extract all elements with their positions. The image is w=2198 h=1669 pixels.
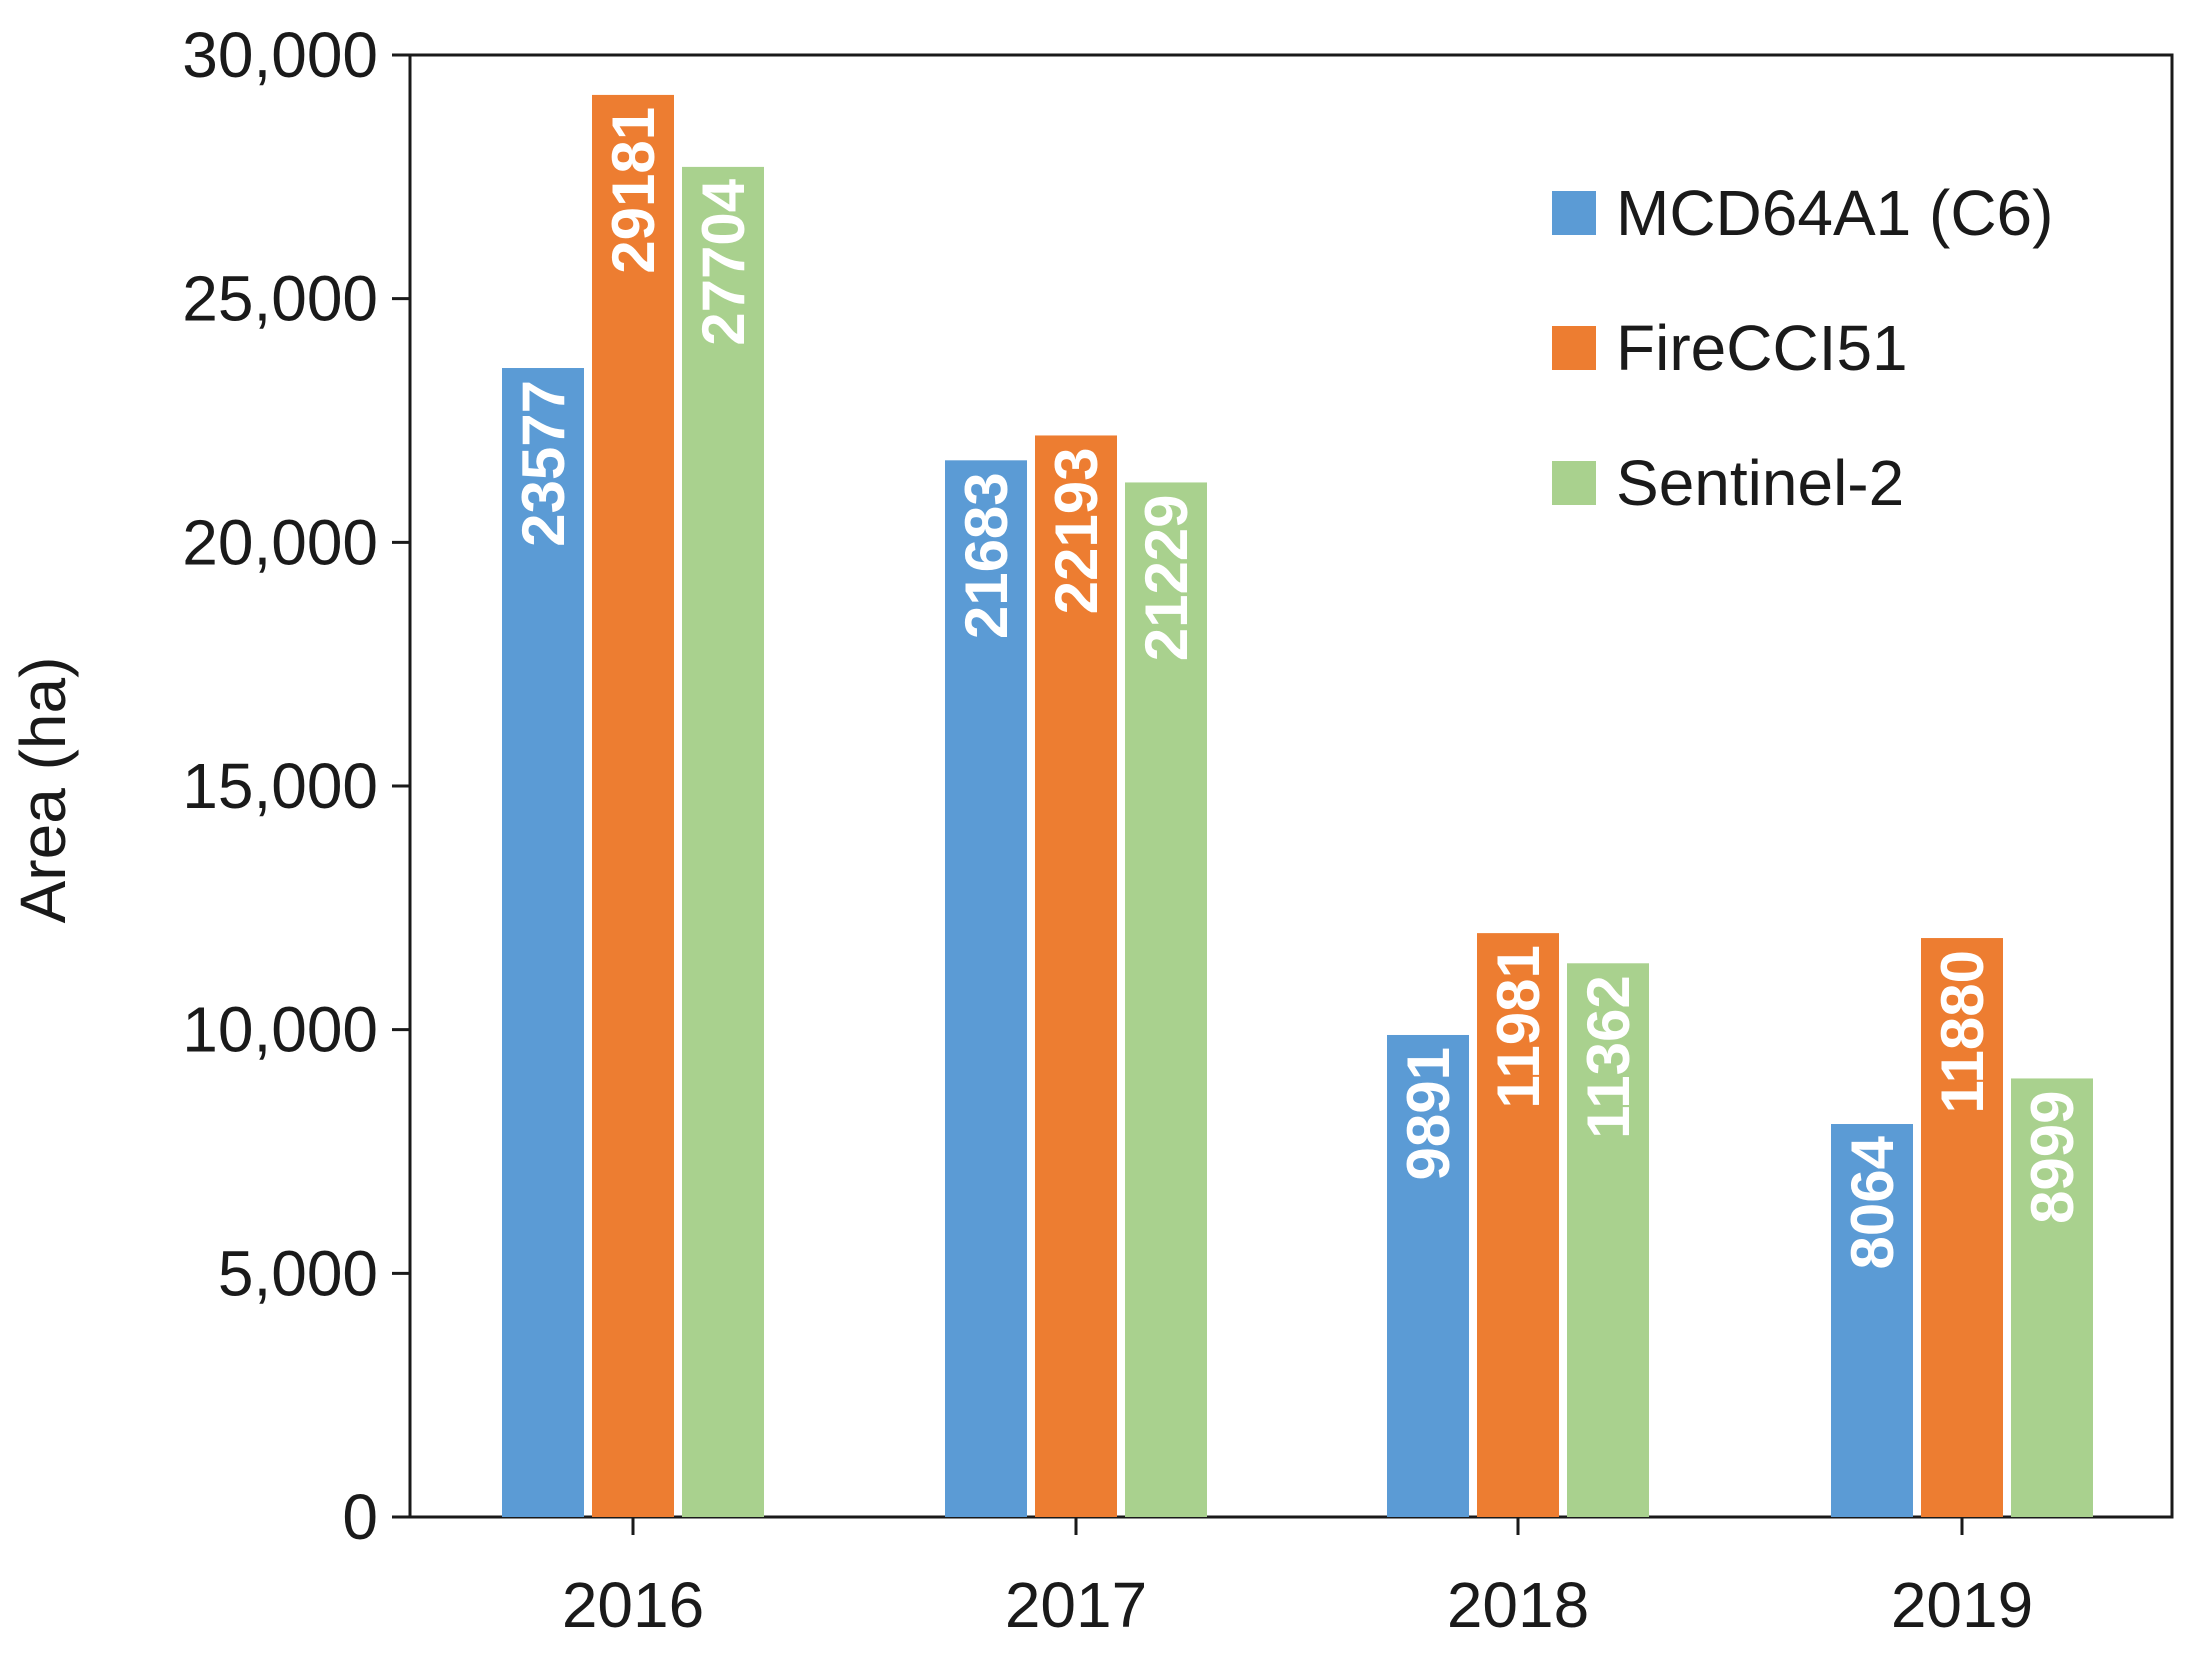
bar-2018-sentinel-2 [1567, 963, 1649, 1517]
x-tick-label: 2019 [1891, 1569, 2033, 1641]
bar-value-label: 22193 [1043, 447, 1110, 614]
bar-2016-mcd64a1-c6 [502, 368, 584, 1518]
x-tick-label: 2016 [562, 1569, 704, 1641]
bar-value-label: 11880 [1929, 950, 1996, 1114]
bar-value-label: 11981 [1485, 945, 1552, 1109]
y-tick-label: 5,000 [218, 1237, 378, 1309]
y-tick-label: 25,000 [182, 263, 378, 335]
y-tick-label: 10,000 [182, 994, 378, 1066]
bar-value-label: 8999 [2019, 1090, 2086, 1223]
y-tick-label: 15,000 [182, 750, 378, 822]
legend-label: MCD64A1 (C6) [1616, 177, 2053, 249]
bar-2017-sentinel-2 [1125, 482, 1207, 1517]
y-tick-label: 20,000 [182, 506, 378, 578]
bar-2019-sentinel-2 [2011, 1078, 2093, 1517]
legend: MCD64A1 (C6) FireCCI51 Sentinel-2 [1552, 177, 2053, 519]
legend-swatch [1552, 191, 1596, 235]
y-axis: 0 5,000 10,000 15,000 20,000 25,000 30,000 [182, 19, 410, 1553]
y-tick-label: 30,000 [182, 19, 378, 91]
legend-label: FireCCI51 [1616, 312, 1908, 384]
bar-value-label: 29181 [600, 107, 667, 274]
legend-swatch [1552, 461, 1596, 505]
bar-2016-firecci51 [592, 94, 674, 1517]
bar-value-label: 21683 [953, 472, 1020, 639]
bar-value-label: 8064 [1839, 1135, 1906, 1269]
bar-value-label: 11362 [1575, 975, 1642, 1139]
bar-value-label: 21229 [1133, 494, 1200, 661]
legend-swatch [1552, 326, 1596, 370]
x-tick-label: 2018 [1447, 1569, 1589, 1641]
x-axis: 2016 2017 2018 2019 [562, 1517, 2033, 1641]
legend-label: Sentinel-2 [1616, 447, 1904, 519]
bar-2019-mcd64a1-c6 [1831, 1124, 1913, 1517]
y-axis-title: Area (ha) [7, 657, 79, 924]
bar-value-label: 23577 [510, 380, 577, 547]
bar-2019-firecci51 [1921, 938, 2003, 1517]
bar-2018-firecci51 [1477, 933, 1559, 1517]
y-tick-label: 0 [342, 1481, 378, 1553]
bar-2016-sentinel-2 [682, 166, 764, 1518]
bar-labels: 23577 21683 9891 8064 29181 22193 11981 11880 27… [510, 107, 2086, 1270]
bar-value-label: 9891 [1395, 1047, 1462, 1180]
bars [502, 94, 2093, 1518]
bar-2017-firecci51 [1035, 435, 1117, 1517]
bar-2018-mcd64a1-c6 [1387, 1034, 1469, 1517]
x-tick-label: 2017 [1005, 1569, 1147, 1641]
bar-2017-mcd64a1-c6 [945, 460, 1027, 1517]
bar-value-label: 27704 [690, 178, 757, 345]
